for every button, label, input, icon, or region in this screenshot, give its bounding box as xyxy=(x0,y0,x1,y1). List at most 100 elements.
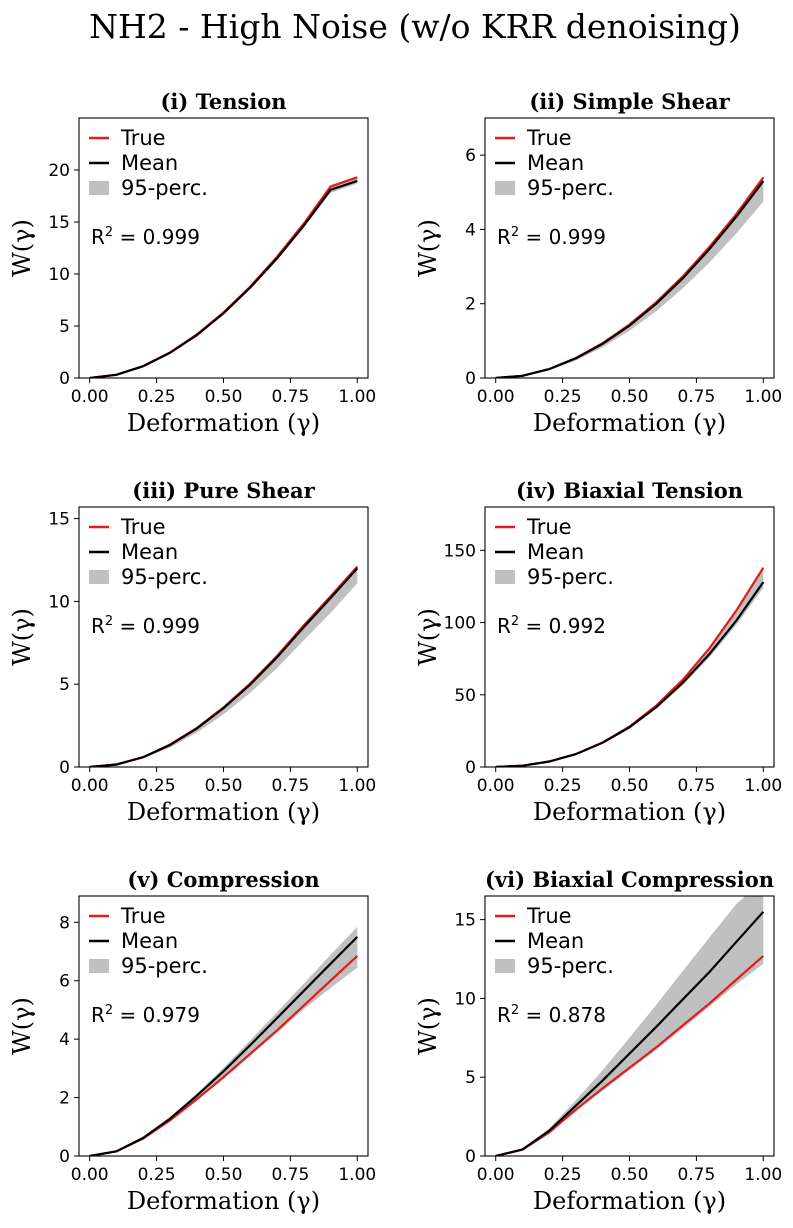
x-tick-label: 0.00 xyxy=(477,776,515,796)
plot-area xyxy=(89,926,359,1156)
x-tick-label: 0.50 xyxy=(611,387,649,407)
y-tick-label: 50 xyxy=(454,686,476,706)
y-axis-label: W(γ) xyxy=(414,608,442,666)
legend-band-swatch xyxy=(495,570,515,584)
x-tick-label: 0.25 xyxy=(544,776,582,796)
y-tick-label: 20 xyxy=(48,161,70,181)
r2-annotation: R2 = 0.979 xyxy=(91,1003,200,1027)
y-tick-label: 10 xyxy=(454,989,476,1009)
x-axis-label: Deformation (γ) xyxy=(127,409,320,437)
y-tick-label: 4 xyxy=(59,1030,70,1050)
x-tick-label: 1.00 xyxy=(338,1165,376,1185)
x-tick-label: 0.25 xyxy=(138,776,176,796)
y-axis-label: W(γ) xyxy=(414,997,442,1055)
plot-area xyxy=(495,567,765,767)
y-tick-label: 5 xyxy=(59,675,70,695)
panel-title: (ii) Simple Shear xyxy=(529,89,730,114)
r2-annotation: R2 = 0.999 xyxy=(91,614,200,638)
x-tick-label: 1.00 xyxy=(744,776,782,796)
x-axis-label: Deformation (γ) xyxy=(127,798,320,826)
plot-area xyxy=(495,176,765,378)
y-tick-label: 0 xyxy=(465,1147,476,1167)
x-tick-label: 1.00 xyxy=(338,776,376,796)
x-tick-label: 1.00 xyxy=(744,1165,782,1185)
x-tick-label: 0.50 xyxy=(205,387,243,407)
y-tick-label: 0 xyxy=(465,758,476,778)
legend-band-label: 95-perc. xyxy=(121,954,208,978)
percentile-band xyxy=(89,565,358,767)
mean-line xyxy=(89,179,358,378)
y-tick-label: 15 xyxy=(48,213,70,233)
y-tick-label: 15 xyxy=(48,510,70,530)
y-tick-label: 0 xyxy=(465,369,476,389)
x-tick-label: 0.00 xyxy=(71,387,109,407)
y-axis-label: W(γ) xyxy=(8,219,36,277)
legend-band-label: 95-perc. xyxy=(527,954,614,978)
y-tick-label: 6 xyxy=(465,146,476,166)
legend-true-label: True xyxy=(526,904,572,928)
legend-true-label: True xyxy=(526,126,572,150)
legend-band-swatch xyxy=(495,181,515,195)
x-tick-label: 0.50 xyxy=(611,1165,649,1185)
legend-true-label: True xyxy=(120,904,166,928)
legend-mean-label: Mean xyxy=(527,540,584,564)
x-tick-label: 0.25 xyxy=(138,387,176,407)
mean-line xyxy=(495,911,765,1156)
mean-line xyxy=(495,180,765,378)
x-axis-label: Deformation (γ) xyxy=(533,409,726,437)
legend-mean-label: Mean xyxy=(121,151,178,175)
y-tick-label: 0 xyxy=(59,1147,70,1167)
percentile-band xyxy=(495,567,764,767)
percentile-band xyxy=(495,176,764,378)
true-line xyxy=(495,567,765,767)
chart-panel-4: (iv) Biaxial Tension 0.00 0.25 0.50 0.75 1.00… xyxy=(414,478,782,826)
y-tick-label: 100 xyxy=(444,614,476,634)
legend-band-label: 95-perc. xyxy=(121,565,208,589)
x-tick-label: 0.75 xyxy=(271,776,309,796)
x-tick-label: 1.00 xyxy=(744,387,782,407)
chart-panel-2: (ii) Simple Shear 0.00 0.25 0.50 0.75 1.00 0 2 4… xyxy=(414,89,782,437)
x-tick-label: 0.25 xyxy=(138,1165,176,1185)
x-axis-label: Deformation (γ) xyxy=(533,798,726,826)
mean-line xyxy=(495,581,765,767)
legend-mean-label: Mean xyxy=(121,540,178,564)
x-tick-label: 0.75 xyxy=(677,387,715,407)
x-tick-label: 0.75 xyxy=(271,387,309,407)
panel-title: (vi) Biaxial Compression xyxy=(485,867,774,892)
x-tick-label: 1.00 xyxy=(338,387,376,407)
panel-title: (iii) Pure Shear xyxy=(132,478,315,503)
y-tick-label: 10 xyxy=(48,265,70,285)
chart-panel-5: (v) Compression 0.00 0.25 0.50 0.75 1.00 0 2 4 6 8… xyxy=(8,867,376,1215)
true-line xyxy=(89,565,359,767)
plot-area xyxy=(495,896,765,1156)
x-tick-label: 0.25 xyxy=(544,387,582,407)
panel-title: (i) Tension xyxy=(160,89,286,114)
x-tick-label: 0.50 xyxy=(205,776,243,796)
y-tick-label: 2 xyxy=(59,1089,70,1109)
y-tick-label: 10 xyxy=(48,592,70,612)
r2-annotation: R2 = 0.992 xyxy=(497,614,606,638)
legend-band-swatch xyxy=(89,570,109,584)
x-tick-label: 0.50 xyxy=(205,1165,243,1185)
y-tick-label: 8 xyxy=(59,913,70,933)
y-tick-label: 5 xyxy=(59,317,70,337)
y-tick-label: 150 xyxy=(444,541,476,561)
legend-true-label: True xyxy=(526,515,572,539)
y-tick-label: 4 xyxy=(465,220,476,240)
true-line xyxy=(495,176,765,378)
r2-annotation: R2 = 0.878 xyxy=(497,1003,606,1027)
x-tick-label: 0.00 xyxy=(477,1165,515,1185)
x-tick-label: 0.75 xyxy=(271,1165,309,1185)
y-tick-label: 6 xyxy=(59,972,70,992)
r2-annotation: R2 = 0.999 xyxy=(497,225,606,249)
legend-true-label: True xyxy=(120,126,166,150)
y-tick-label: 0 xyxy=(59,369,70,389)
x-axis-label: Deformation (γ) xyxy=(533,1187,726,1215)
mean-line xyxy=(89,567,359,767)
legend-band-swatch xyxy=(89,959,109,973)
x-tick-label: 0.25 xyxy=(544,1165,582,1185)
percentile-band xyxy=(495,896,764,1156)
legend-band-label: 95-perc. xyxy=(121,176,208,200)
plot-area xyxy=(89,176,358,378)
